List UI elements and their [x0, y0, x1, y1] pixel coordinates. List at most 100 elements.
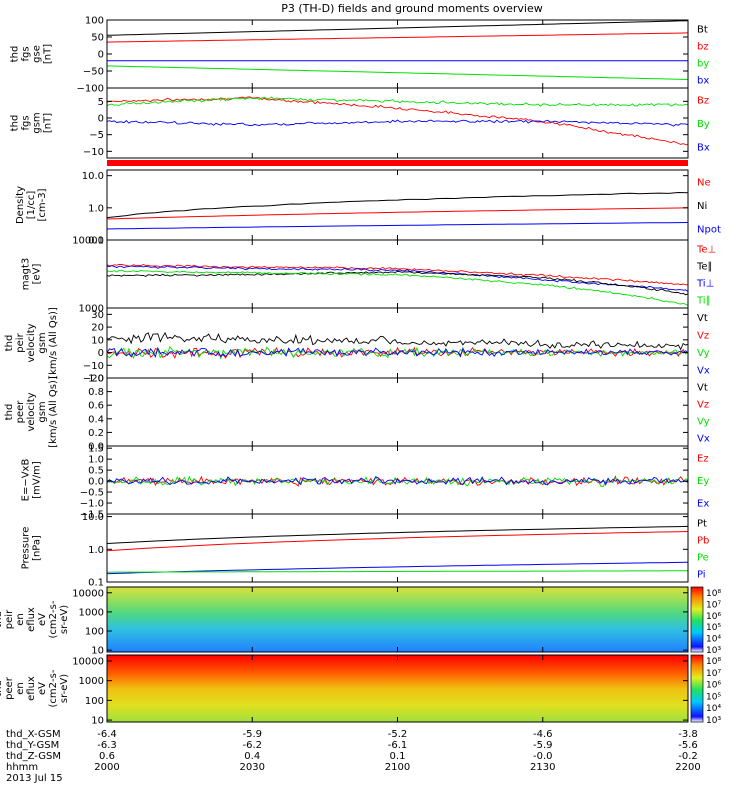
ytick-label-peer-spec: 10 [91, 716, 104, 727]
legend-temperature-Ti⊥: Ti⊥ [696, 279, 714, 290]
ylabel-line: [mV/m] [32, 461, 43, 499]
ylabel-line: fgs [21, 46, 32, 61]
separator-band [107, 160, 688, 166]
colorbar-label-peir-spec: 10⁵ [706, 623, 721, 633]
legend-temperature-Te⊥: Te⊥ [696, 245, 716, 256]
xaxis-value-Z: 0.1 [390, 751, 406, 762]
legend-peir-velocity-Vz: Vz [697, 330, 709, 341]
legend-peer-velocity-Vy: Vy [697, 417, 710, 428]
series-density-Ni [106, 191, 689, 219]
xaxis-value-Z: -0.2 [678, 751, 698, 762]
ylabel-line: [nPa] [32, 535, 43, 561]
legend-density-Ne: Ne [697, 178, 711, 189]
ytick-label-peir-velocity: 30 [91, 310, 104, 321]
ytick-label-peir-spec: 10 [91, 646, 104, 657]
series-fgs-gse-by [106, 65, 689, 80]
ylabel-density: Density [1/cc] [cm-3] [15, 186, 48, 224]
ytick-label-efield: −1.0 [80, 499, 104, 510]
ylabel-line: [nT] [43, 44, 54, 64]
frame-density [106, 169, 689, 241]
legend-peir-velocity-Vy: Vy [697, 348, 710, 359]
ytick-label-peir-spec: 1000 [79, 607, 104, 618]
legend-peer-velocity-Vx: Vx [697, 434, 710, 445]
ytick-label-peir-velocity: −10 [83, 361, 104, 372]
ylabel-line: Pressure [21, 527, 32, 570]
ylabel-line: [nT] [43, 113, 54, 133]
legend-pressure-Pe: Pe [697, 553, 709, 564]
xaxis-value-X: -3.8 [678, 729, 698, 740]
ylabel-line: sr-eV) [59, 605, 70, 634]
ylabel-line: (cm2-s- [48, 669, 59, 707]
ylabel-line: sr-eV) [59, 674, 70, 703]
colorbar-label-peer-spec: 10³ [706, 716, 721, 726]
ytick-label-temperature: 1000 [79, 304, 104, 315]
xaxis-value-Y: -5.6 [678, 740, 698, 751]
xaxis-label: 2013 Jul 15 [6, 773, 63, 784]
colorbar-label-peer-spec: 10⁸ [706, 657, 721, 667]
ytick-label-efield: 0.5 [88, 466, 104, 477]
colorbar-peer-spec [690, 654, 704, 723]
ylabel-line: gsm [32, 112, 43, 133]
ytick-label-peer-velocity: 0.6 [88, 401, 104, 412]
ytick-label-peer-velocity: 0.2 [88, 428, 104, 439]
ytick-label-peir-velocity: 0 [98, 348, 104, 359]
xaxis-value-hhmm: 2130 [530, 762, 555, 773]
xaxis-value-hhmm: 2200 [675, 762, 700, 773]
xaxis-value-X: -6.4 [97, 729, 117, 740]
colorbar-label-peir-spec: 10⁸ [706, 589, 721, 599]
legend-density-Ni: Ni [697, 201, 707, 212]
ytick-label-peir-spec: 100 [85, 627, 104, 638]
ytick-label-peer-velocity: 0.4 [88, 414, 104, 425]
xaxis-label: thd_Z-GSM [6, 751, 61, 762]
ylabel-line: peer [15, 400, 26, 424]
legend-fgs-gsm-Bz: Bz [697, 96, 709, 107]
series-temperature-Te∥ [106, 270, 689, 296]
ytick-label-density: 1.0 [88, 203, 104, 214]
ylabel-temperature: magt3 [eV] [21, 258, 43, 291]
ytick-label-efield: 1.5 [88, 444, 104, 455]
ylabel-line: thd [10, 46, 21, 63]
series-fgs-gse-bz [106, 32, 689, 43]
legend-fgs-gse-bx: bx [697, 76, 709, 87]
colorbar-label-peer-spec: 10⁶ [706, 681, 721, 691]
ylabel-line: eflux [26, 676, 37, 701]
ytick-label-fgs-gsm: −10 [83, 147, 104, 158]
series-fgs-gsm-By [106, 96, 689, 107]
ytick-label-fgs-gse: 50 [91, 33, 104, 44]
ylabel-line: magt3 [21, 258, 32, 291]
ylabel-fgs-gse: thd fgs gse [nT] [10, 44, 54, 64]
series-density-Npot [106, 222, 689, 230]
panel-peer-velocity: 1.0 0.8 0.6 0.4 0.2 0.0 thd peer velocity gsm [km/… [4, 374, 710, 453]
xaxis-value-Z: -0.0 [533, 751, 553, 762]
xaxis-value-X: -4.6 [533, 729, 553, 740]
xaxis-value-hhmm: 2000 [94, 762, 119, 773]
ylabel-line: en [15, 682, 26, 695]
ylabel-line: [km/s (All Qs)] [48, 307, 59, 379]
ylabel-line: (cm2-s- [48, 600, 59, 638]
frame-efield [106, 445, 689, 515]
series-pressure-Pb [106, 531, 689, 552]
ylabel-line: thd [0, 680, 4, 697]
xaxis-value-Y: -6.2 [242, 740, 262, 751]
ylabel-line: E=−VxB [21, 459, 32, 502]
legend-pressure-Pt: Pt [697, 519, 707, 530]
ylabel-efield: E=−VxB [mV/m] [21, 459, 43, 502]
ytick-label-pressure: 10.0 [82, 512, 104, 523]
colorbar-label-peir-spec: 10³ [706, 646, 721, 656]
colorbar-label-peer-spec: 10⁵ [706, 692, 721, 702]
legend-temperature-Ti∥: Ti∥ [696, 296, 711, 307]
panel-pressure: 10.0 1.0 0.1 Pressure [nPa] Pt Pb Pe Pi [21, 512, 710, 588]
ytick-label-fgs-gse: −100 [77, 84, 104, 95]
ylabel-line: [1/cc] [26, 191, 37, 220]
ytick-label-peer-spec: 100 [85, 696, 104, 707]
series-pressure-Pi [106, 561, 689, 575]
ylabel-peer-velocity: thd peer velocity gsm [km/s (All Qs)] [4, 376, 59, 448]
ylabel-line: thd [4, 335, 15, 352]
ytick-label-peer-velocity: 0.8 [88, 387, 104, 398]
xaxis-value-X: -5.9 [242, 729, 262, 740]
panel-density: 10.0 1.0 0.1 Density [1/cc] [cm-3] Ne Ni Npot [15, 169, 721, 247]
ytick-label-fgs-gse: 100 [85, 16, 104, 27]
ytick-label-peir-velocity: 10 [91, 335, 104, 346]
ylabel-line: eV [37, 613, 48, 626]
xaxis-value-X: -5.2 [388, 729, 408, 740]
